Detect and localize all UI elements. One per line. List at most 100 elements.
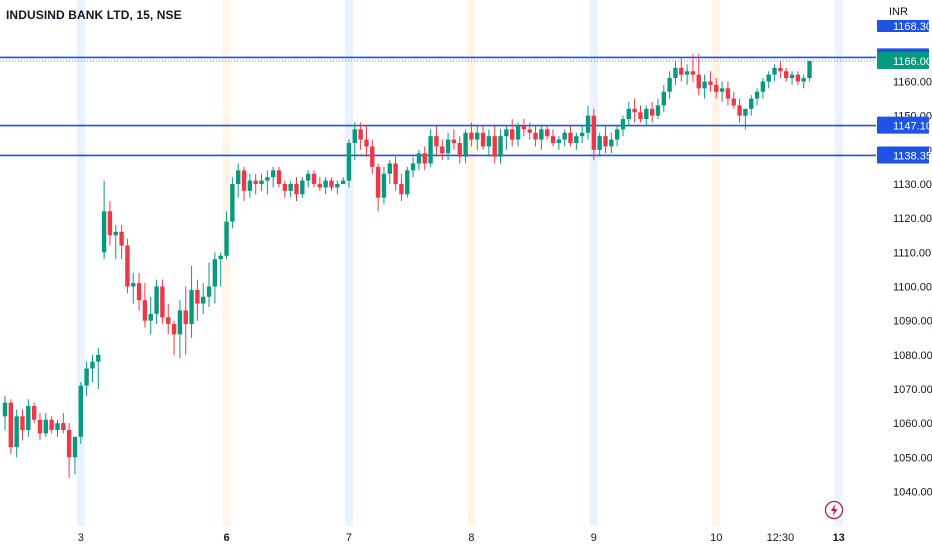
candle-body [504,129,509,137]
candle [294,177,299,202]
candle-body [352,129,357,143]
candle-body [66,429,72,458]
candle-body [719,88,725,92]
candle [440,139,445,161]
candle [475,125,480,150]
candle-body [644,108,649,120]
price-tick-label: 1060.00 [893,418,932,430]
candle [620,115,626,137]
candle-body [475,132,480,140]
candle-body [515,125,521,140]
candle [358,122,363,150]
candle-body [206,286,212,297]
candle [486,129,492,157]
candle [61,412,66,434]
time-tick-label: 13 [833,532,845,544]
candle-body [451,139,457,143]
candle-body [480,132,486,147]
time-tick-label: 7 [346,532,352,544]
candle [177,300,183,359]
price-tick-label: 1070.00 [893,384,932,396]
candle [492,125,497,164]
candle [574,132,579,150]
candle [655,98,661,120]
candle [795,71,801,85]
candle-body [183,310,188,325]
candle-body [708,81,713,85]
candle [463,129,468,164]
candle [708,71,713,92]
candle-body [463,132,468,157]
candle [638,105,643,123]
candle-body [329,180,334,188]
candle [113,224,118,260]
candle [428,129,433,167]
candle-body [696,74,701,89]
candle-body [498,136,503,157]
price-axis[interactable]: 1040.00 1050.00 1060.00 1070.00 1080.00 1090.… [893,76,932,498]
candle-body [393,163,398,184]
candle-body [667,78,672,92]
time-tick-label: 10 [710,532,722,544]
session-band [344,0,353,526]
candle [206,262,212,307]
candle-body [20,416,25,430]
candle-body [107,211,113,236]
price-tag-label: 1147.10 [893,121,932,133]
candle-body [381,173,387,198]
candle [282,180,288,198]
candle [498,129,503,164]
candle-body [142,300,148,321]
candle-body [90,361,95,369]
candle-body [294,183,299,195]
candle [166,303,171,335]
candle-body [43,419,49,434]
candle [737,98,742,123]
current-price-tag: 1166.00 [877,51,932,69]
candle [311,170,317,188]
candle [265,170,270,195]
candle [195,279,200,321]
candle [381,166,387,205]
candle-body [259,180,264,184]
candle-body [340,180,346,184]
candle [556,136,562,150]
candle-body [795,74,801,82]
candle-body [533,132,538,140]
price-tick-label: 1040.00 [893,487,932,499]
candle-body [562,132,567,140]
candle [329,177,334,191]
candle [661,84,666,113]
replay-button[interactable] [824,500,844,520]
candle [673,60,678,85]
candle [387,160,392,184]
candle [807,60,812,82]
candle-body [626,108,632,120]
candle-body [422,153,427,164]
horizontal-levels[interactable] [0,56,876,157]
time-tick-label: 9 [591,532,597,544]
price-tag: 1147.10 [877,116,932,134]
candle-body [539,129,544,140]
candle [66,423,72,478]
candle-body [784,71,789,79]
candle [451,129,457,150]
candle-body [690,71,696,75]
candle [270,166,276,188]
candle-body [96,354,101,362]
candle [789,71,795,85]
price-tag-label: 1168.30 [893,21,932,33]
candle [37,412,43,441]
candle [614,125,620,147]
candle-body [113,231,118,236]
time-axis[interactable]: 3 6 7 8 9 10 12:30 13 [78,532,845,544]
candle-body [789,74,795,79]
time-tick-label: 8 [468,532,474,544]
candle [679,57,684,82]
candle-body [492,136,497,157]
candle-body [125,245,130,287]
candle-body [166,317,171,325]
candle-body [405,170,410,195]
